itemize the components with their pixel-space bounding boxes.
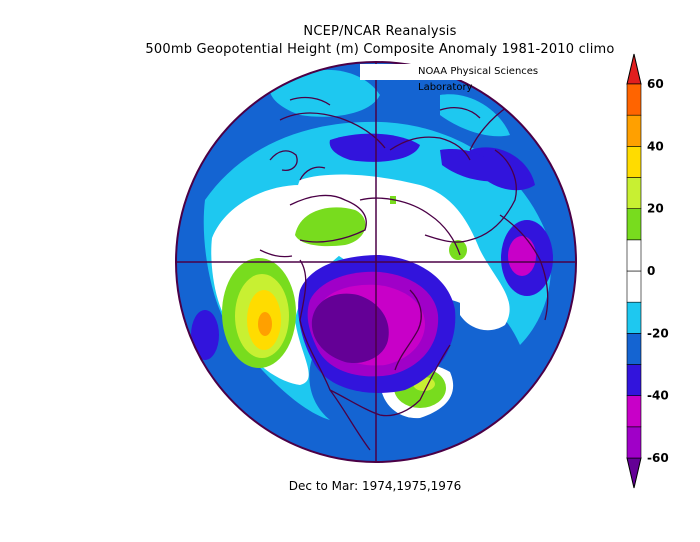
coastlines [259, 96, 551, 451]
colorbar-tick-label: -40 [647, 389, 669, 403]
colorbar-arrow-max [626, 53, 642, 85]
chart-subtitle: 500mb Geopotential Height (m) Composite … [145, 42, 615, 57]
colorbar-tick-label: 40 [647, 139, 664, 153]
colorbar-segment [626, 301, 642, 334]
neg-anomaly-northeast [440, 149, 505, 182]
colorbar-segment [626, 239, 642, 272]
colorbar-tick-label: -60 [647, 451, 669, 465]
period-label: Dec to Mar: 1974,1975,1976 [288, 479, 462, 493]
credit-label: NOAA Physical Sciences Laboratory [360, 64, 576, 93]
pos-anomaly-pacific-orange [258, 312, 272, 336]
light-blue-top [270, 69, 380, 117]
colorbar-segment [626, 177, 642, 209]
colorbar-tick-label: 60 [647, 77, 664, 91]
neg-anomaly-north [329, 133, 420, 162]
colorbar-segment [626, 395, 642, 428]
colorbar-tick-label: 20 [647, 202, 664, 216]
colorbar-segment [626, 426, 642, 459]
map-boundary [175, 61, 577, 463]
chart-title: NCEP/NCAR Reanalysis [303, 24, 457, 39]
colorbar-tick-label: 0 [647, 264, 655, 278]
neg-anomaly-asia-core [508, 236, 536, 276]
colorbar-segment [626, 333, 642, 365]
colorbar-segment [626, 83, 642, 116]
colorbar-segment [626, 364, 642, 396]
colorbar-tick-label: -20 [647, 326, 669, 340]
white-zone-se [460, 298, 505, 331]
colorbar-segment [626, 208, 642, 241]
neg-anomaly-pacific-west [191, 310, 219, 360]
colorbar-segment [626, 114, 642, 147]
light-blue-right [440, 94, 510, 137]
colorbar-segment [626, 270, 642, 303]
neg-anomaly-core [311, 293, 389, 364]
colorbar-segment [626, 146, 642, 178]
